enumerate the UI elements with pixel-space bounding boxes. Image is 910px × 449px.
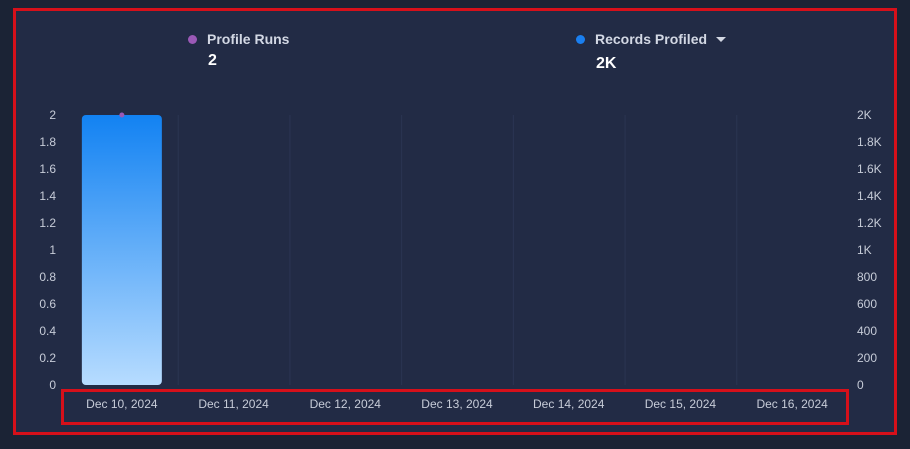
y-right-tick-label: 1K	[857, 243, 872, 257]
y-right-tick-label: 1.2K	[857, 216, 882, 230]
y-left-tick-label: 0.8	[39, 270, 56, 284]
x-tick-label: Dec 11, 2024	[198, 397, 269, 411]
legend-profile-runs-label: Profile Runs	[207, 31, 290, 47]
legend-records-profiled-value: 2K	[596, 55, 617, 72]
y-right-tick-label: 0	[857, 378, 864, 392]
y-right-tick-label: 1.6K	[857, 162, 882, 176]
y-right-tick-label: 1.8K	[857, 135, 882, 149]
y-left-tick-label: 2	[49, 108, 56, 122]
y-left-tick-label: 1.8	[39, 135, 56, 149]
y-left-tick-label: 1.4	[39, 189, 56, 203]
x-tick-label: Dec 16, 2024	[756, 397, 828, 411]
y-right-tick-label: 400	[857, 324, 877, 338]
y-right-tick-label: 800	[857, 270, 877, 284]
legend-profile-runs-value: 2	[208, 52, 217, 69]
y-right-tick-label: 200	[857, 351, 877, 365]
legend-profile-runs[interactable]: Profile Runs	[188, 31, 289, 47]
y-left-tick-label: 0.4	[39, 324, 56, 338]
caret-down-icon[interactable]	[716, 36, 727, 42]
x-tick-label: Dec 13, 2024	[421, 397, 493, 411]
y-left-tick-label: 1.6	[39, 162, 56, 176]
point-profile-runs	[119, 112, 125, 118]
x-tick-label: Dec 10, 2024	[86, 397, 158, 411]
x-tick-label: Dec 15, 2024	[645, 397, 717, 411]
records-profiled-dot-icon	[576, 34, 585, 44]
y-right-tick-label: 600	[857, 297, 877, 311]
x-axis-highlight-box	[61, 389, 849, 425]
legend-records-profiled[interactable]: Records Profiled	[576, 31, 727, 47]
y-left-tick-label: 1.2	[39, 216, 56, 230]
legend-records-profiled-label: Records Profiled	[595, 31, 708, 47]
y-right-tick-label: 1.4K	[857, 189, 882, 203]
y-left-tick-label: 0.6	[39, 297, 56, 311]
y-left-tick-label: 0	[49, 378, 56, 392]
y-right-tick-label: 2K	[857, 108, 872, 122]
x-tick-label: Dec 12, 2024	[310, 397, 382, 411]
y-left-tick-label: 1	[49, 243, 56, 257]
bar-records-profiled	[81, 115, 162, 385]
y-left-tick-label: 0.2	[39, 351, 56, 365]
x-tick-label: Dec 14, 2024	[533, 397, 605, 411]
profile-runs-dot-icon	[188, 34, 197, 44]
